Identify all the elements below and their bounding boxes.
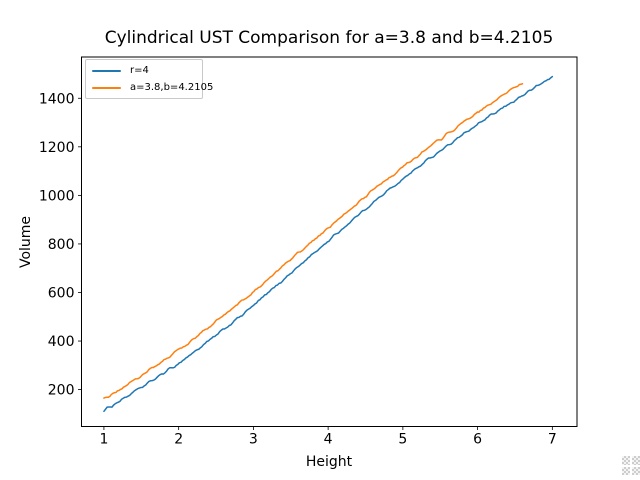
y-tick-label: 1000 [39, 188, 75, 204]
y-tick-label: 600 [48, 285, 75, 301]
y-axis-label: Volume [18, 215, 34, 269]
series-line-r-4 [103, 75, 554, 413]
checker-tile [622, 467, 630, 475]
legend-entry-ellipse: a=3.8,b=4.2105 [92, 82, 213, 93]
y-tick-label: 800 [48, 237, 75, 253]
legend-line-swatch-blue [92, 69, 121, 72]
legend-label: a=3.8,b=4.2105 [130, 82, 214, 93]
legend-line-swatch-orange [92, 86, 121, 89]
checker-tile [632, 456, 640, 465]
y-tick-label: 1400 [39, 91, 75, 107]
axes-border [81, 56, 578, 427]
x-axis-label: Height [305, 454, 353, 470]
x-tick-label: 3 [249, 432, 258, 448]
y-tick-label: 200 [48, 383, 75, 399]
checker-tile [622, 456, 630, 465]
checkered-corner-artifact [622, 456, 640, 477]
series-line-a-3-8-b-4-2105 [103, 83, 524, 399]
x-tick-label: 6 [473, 432, 482, 448]
x-tick-label: 4 [324, 432, 333, 448]
chart-title: Cylindrical UST Comparison for a=3.8 and… [104, 28, 554, 48]
x-tick-label: 5 [398, 432, 407, 448]
x-tick-label: 1 [99, 432, 108, 448]
x-tick-label: 7 [548, 432, 557, 448]
checker-tile [632, 467, 640, 475]
y-tick-label: 1200 [39, 140, 75, 156]
y-tick-label: 400 [48, 334, 75, 350]
legend-label: r=4 [130, 65, 149, 76]
x-tick-label: 2 [174, 432, 183, 448]
legend-box: r=4 a=3.8,b=4.2105 [85, 59, 213, 99]
legend-entry-r4: r=4 [92, 65, 196, 76]
